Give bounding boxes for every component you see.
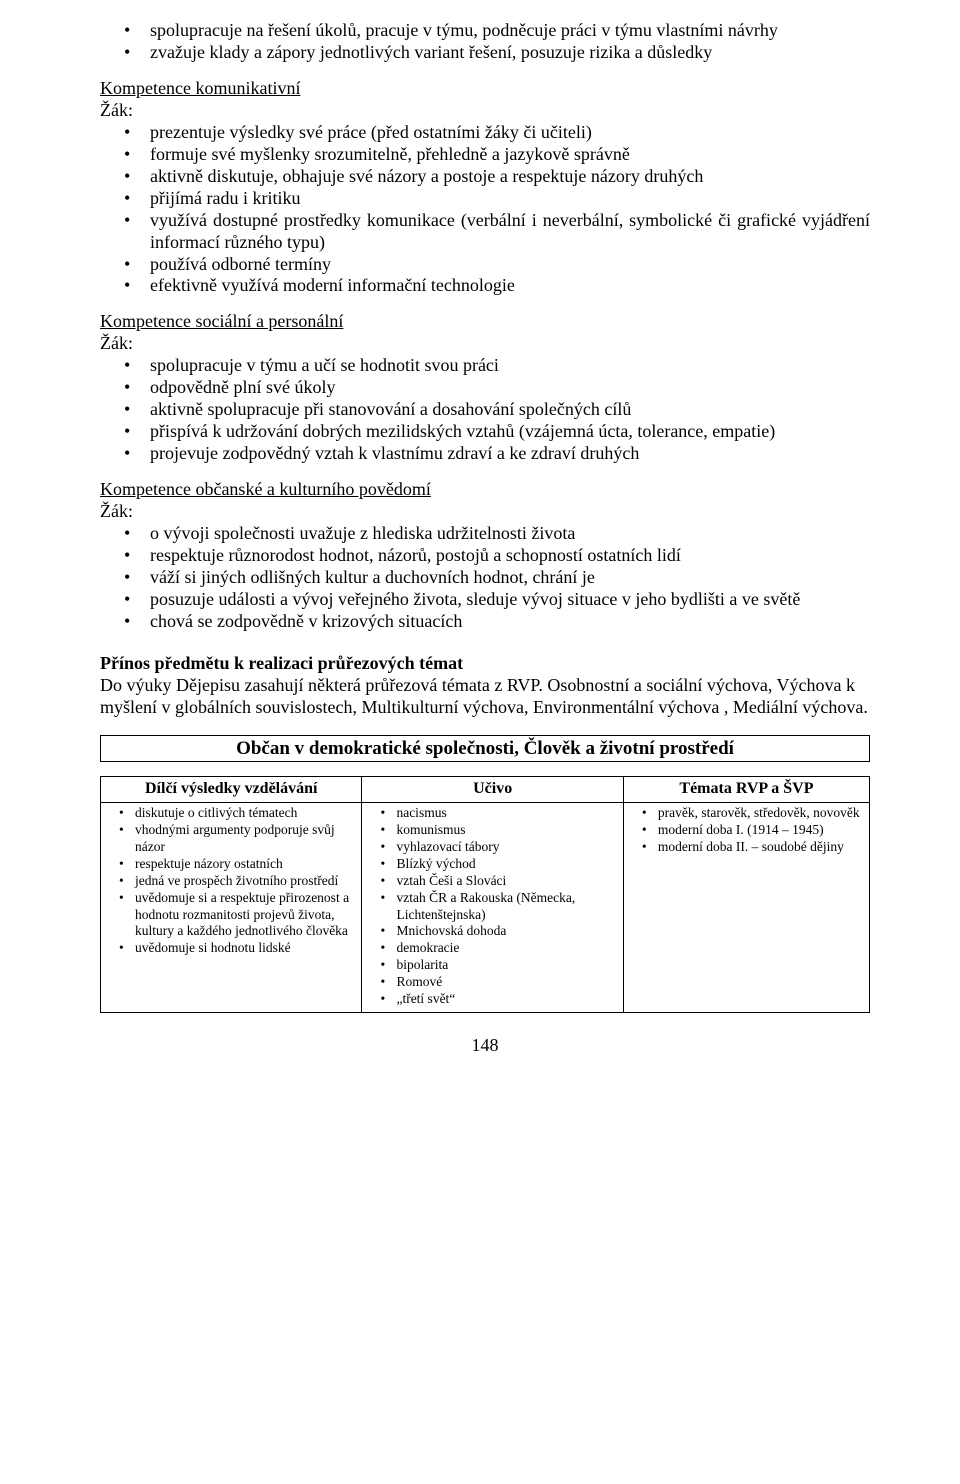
list-item: respektuje názory ostatních: [105, 856, 357, 873]
prinos-heading: Přínos předmětu k realizaci průřezových …: [100, 653, 870, 675]
section-heading-socialni: Kompetence sociální a personální: [100, 311, 870, 333]
zak-label: Žák:: [100, 501, 870, 523]
vysledky-list: diskutuje o citlivých tématech vhodnými …: [105, 805, 357, 957]
list-item: aktivně spolupracuje při stanovování a d…: [100, 399, 870, 421]
list-item: jedná ve prospěch životního prostředí: [105, 873, 357, 890]
box-title: Občan v demokratické společnosti, Člověk…: [105, 737, 865, 760]
td-vysledky: diskutuje o citlivých tématech vhodnými …: [101, 803, 362, 1013]
th-temata: Témata RVP a ŠVP: [623, 776, 869, 803]
list-item: demokracie: [366, 940, 618, 957]
td-ucivo: nacismus komunismus vyhlazovací tábory B…: [362, 803, 623, 1013]
list-item: chová se zodpovědně v krizových situacíc…: [100, 611, 870, 633]
temata-list: pravěk, starověk, středověk, novověk mod…: [628, 805, 865, 856]
obcanske-list: o vývoji společnosti uvažuje z hlediska …: [100, 523, 870, 633]
list-item: využívá dostupné prostředky komunikace (…: [100, 210, 870, 254]
list-item: přispívá k udržování dobrých mezilidskýc…: [100, 421, 870, 443]
list-item: spolupracuje v týmu a učí se hodnotit sv…: [100, 355, 870, 377]
list-item: Romové: [366, 974, 618, 991]
list-item: Mnichovská dohoda: [366, 923, 618, 940]
top-bullet-list: spolupracuje na řešení úkolů, pracuje v …: [100, 20, 870, 64]
list-item: uvědomuje si hodnotu lidské: [105, 940, 357, 957]
list-item: bipolarita: [366, 957, 618, 974]
page-number: 148: [100, 1035, 870, 1057]
list-item: váží si jiných odlišných kultur a duchov…: [100, 567, 870, 589]
outcomes-table: Dílčí výsledky vzdělávání Učivo Témata R…: [100, 776, 870, 1013]
list-item: respektuje různorodost hodnot, názorů, p…: [100, 545, 870, 567]
list-item: efektivně využívá moderní informační tec…: [100, 275, 870, 297]
section-heading-komunikativni: Kompetence komunikativní: [100, 78, 870, 100]
list-item: používá odborné termíny: [100, 254, 870, 276]
list-item: diskutuje o citlivých tématech: [105, 805, 357, 822]
ucivo-list: nacismus komunismus vyhlazovací tábory B…: [366, 805, 618, 1008]
zak-label: Žák:: [100, 100, 870, 122]
th-vysledky: Dílčí výsledky vzdělávání: [101, 776, 362, 803]
section-heading-obcanske: Kompetence občanské a kulturního povědom…: [100, 479, 870, 501]
list-item: uvědomuje si a respektuje přirozenost a …: [105, 890, 357, 941]
list-item: projevuje zodpovědný vztah k vlastnímu z…: [100, 443, 870, 465]
th-ucivo: Učivo: [362, 776, 623, 803]
list-item: formuje své myšlenky srozumitelně, přehl…: [100, 144, 870, 166]
list-item: „třetí svět“: [366, 991, 618, 1008]
list-item: moderní doba II. – soudobé dějiny: [628, 839, 865, 856]
zak-label: Žák:: [100, 333, 870, 355]
list-item: nacismus: [366, 805, 618, 822]
list-item: o vývoji společnosti uvažuje z hlediska …: [100, 523, 870, 545]
list-item: posuzuje události a vývoj veřejného živo…: [100, 589, 870, 611]
list-item: Blízký východ: [366, 856, 618, 873]
table-header-row: Dílčí výsledky vzdělávání Učivo Témata R…: [101, 776, 870, 803]
list-item: zvažuje klady a zápory jednotlivých vari…: [100, 42, 870, 64]
list-item: moderní doba I. (1914 – 1945): [628, 822, 865, 839]
list-item: odpovědně plní své úkoly: [100, 377, 870, 399]
box-frame: Občan v demokratické společnosti, Člověk…: [100, 735, 870, 762]
komunikativni-list: prezentuje výsledky své práce (před osta…: [100, 122, 870, 298]
list-item: aktivně diskutuje, obhajuje své názory a…: [100, 166, 870, 188]
prinos-text: Do výuky Dějepisu zasahují některá průře…: [100, 675, 870, 719]
list-item: vztah Češi a Slováci: [366, 873, 618, 890]
list-item: prezentuje výsledky své práce (před osta…: [100, 122, 870, 144]
list-item: vhodnými argumenty podporuje svůj názor: [105, 822, 357, 856]
td-temata: pravěk, starověk, středověk, novověk mod…: [623, 803, 869, 1013]
list-item: komunismus: [366, 822, 618, 839]
list-item: vyhlazovací tábory: [366, 839, 618, 856]
socialni-list: spolupracuje v týmu a učí se hodnotit sv…: [100, 355, 870, 465]
list-item: pravěk, starověk, středověk, novověk: [628, 805, 865, 822]
list-item: přijímá radu i kritiku: [100, 188, 870, 210]
list-item: vztah ČR a Rakouska (Německa, Lichtenšte…: [366, 890, 618, 924]
table-row: diskutuje o citlivých tématech vhodnými …: [101, 803, 870, 1013]
list-item: spolupracuje na řešení úkolů, pracuje v …: [100, 20, 870, 42]
